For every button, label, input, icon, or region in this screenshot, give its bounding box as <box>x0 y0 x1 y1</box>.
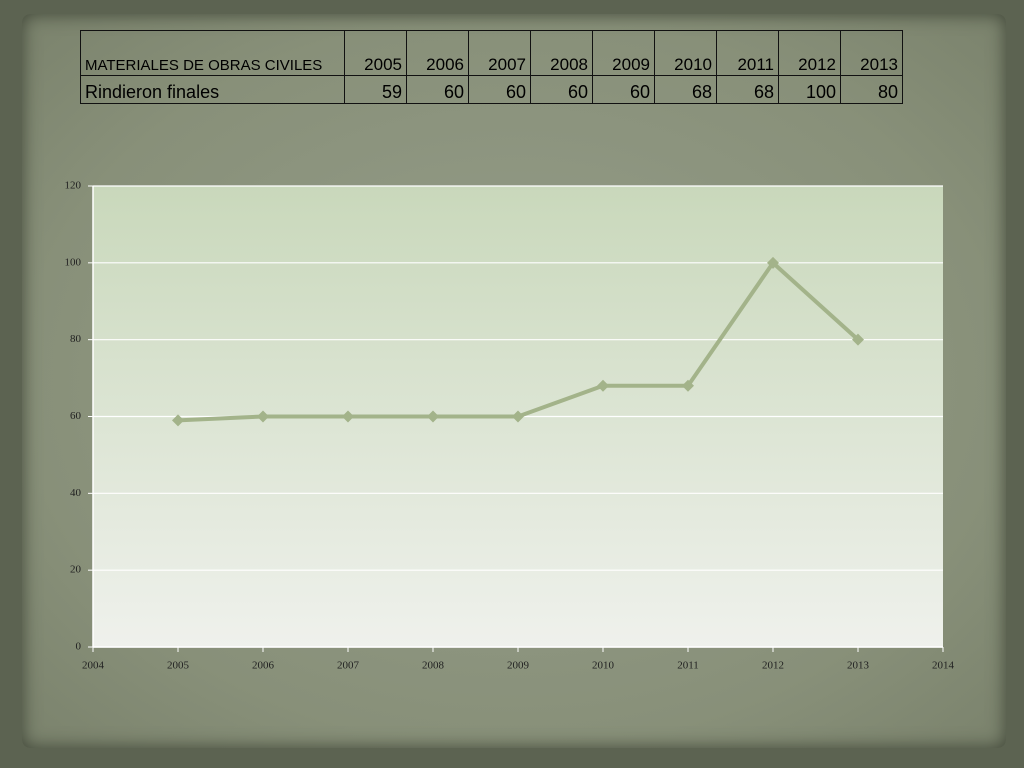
table-cell: 60 <box>406 75 469 104</box>
x-tick-label: 2005 <box>167 660 190 672</box>
table-cell: 60 <box>468 75 531 104</box>
y-tick-label: 120 <box>65 180 82 192</box>
data-point <box>427 410 439 423</box>
y-tick-label: 40 <box>70 487 82 499</box>
header-row: MATERIALES DE OBRAS CIVILES 2005 2006 2007 2… <box>80 30 903 76</box>
table-cell: 2006 <box>406 30 469 76</box>
x-tick-label: 2007 <box>337 660 360 672</box>
data-point <box>852 333 864 346</box>
data-point <box>172 414 184 427</box>
x-tick-label: 2011 <box>677 660 699 672</box>
x-tick-label: 2009 <box>507 660 530 672</box>
x-tick-label: 2010 <box>592 660 615 672</box>
data-point <box>597 379 609 392</box>
data-point <box>682 379 694 392</box>
y-tick-label: 80 <box>70 333 82 345</box>
data-point <box>257 410 269 423</box>
table-cell: Rindieron finales <box>80 75 345 104</box>
x-tick-label: 2004 <box>82 660 105 672</box>
table-cell: 2009 <box>592 30 655 76</box>
table-cell: 68 <box>716 75 779 104</box>
table-cell: 60 <box>592 75 655 104</box>
data-table: MATERIALES DE OBRAS CIVILES 2005 2006 2007 2… <box>80 30 903 104</box>
x-tick-label: 2013 <box>847 660 870 672</box>
y-tick-label: 60 <box>70 410 82 422</box>
table-cell: 2008 <box>530 30 593 76</box>
x-tick-label: 2006 <box>252 660 275 672</box>
table-cell: 59 <box>344 75 407 104</box>
table-cell: 80 <box>840 75 903 104</box>
x-tick-label: 2014 <box>932 660 955 672</box>
y-tick-label: 20 <box>70 564 82 576</box>
y-tick-label: 100 <box>65 256 82 268</box>
y-tick-label: 0 <box>76 641 82 653</box>
table-cell: 100 <box>778 75 841 104</box>
table-cell: 68 <box>654 75 717 104</box>
table-cell: 2013 <box>840 30 903 76</box>
data-point <box>342 410 354 423</box>
table-cell: 2012 <box>778 30 841 76</box>
table-cell: 2010 <box>654 30 717 76</box>
x-tick-label: 2012 <box>762 660 784 672</box>
data-row: Rindieron finales 59 60 60 60 60 68 68 100 80 <box>80 75 903 104</box>
table-cell: 2005 <box>344 30 407 76</box>
data-point <box>767 256 779 269</box>
x-tick-label: 2008 <box>422 660 445 672</box>
data-point <box>512 410 524 423</box>
table-cell: MATERIALES DE OBRAS CIVILES <box>80 30 345 76</box>
